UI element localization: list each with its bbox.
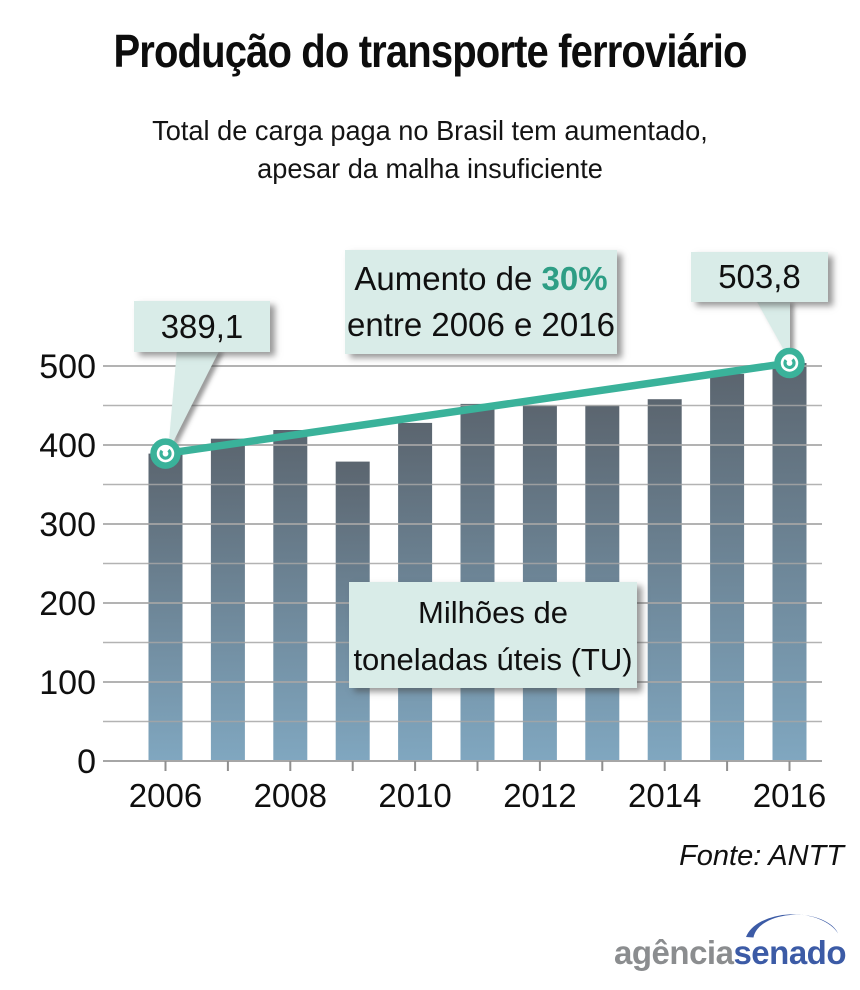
trend-line [161,359,794,458]
logo-text-senado: senado [733,934,846,971]
axis-labels-group: 0 100 200 300 400 500 2006 2008 2010 2012 2014 2016 [39,348,826,814]
trend-line-group [150,347,805,469]
bar-2006 [148,453,183,761]
increase-percent: 30% [541,260,608,297]
callout-start-value: 389,1 [134,301,270,352]
callout-unit: Milhões de toneladas úteis (TU) [349,582,637,688]
callout-pointer-start [168,349,220,452]
unit-line-2: toneladas úteis (TU) [353,641,633,677]
bar-2015 [710,373,745,761]
y-label-300: 300 [39,506,96,544]
trend-marker-start [150,438,181,469]
page-subtitle: Total de carga paga no Brasil tem aument… [13,112,847,187]
increase-prefix: Aumento de [354,260,542,297]
senado-dome-icon [746,914,838,938]
y-label-0: 0 [77,743,96,781]
x-label-2012: 2012 [503,777,576,814]
x-label-2006: 2006 [129,777,202,814]
y-label-100: 100 [39,664,96,702]
unit-line-1: Milhões de [418,595,568,630]
axis-group [164,761,791,771]
subtitle-line-2: apesar da malha insuficiente [257,152,603,184]
callout-end-value: 503,8 [691,252,828,302]
subtitle-line-1: Total de carga paga no Brasil tem aument… [152,115,708,146]
trend-marker-end [774,347,805,379]
bar-2014 [647,399,682,761]
agencia-senado-logo: agênciasenado [614,934,846,972]
bar-2016 [772,363,807,761]
bar-2007 [210,438,245,761]
y-label-500: 500 [39,348,96,386]
x-label-2014: 2014 [628,777,701,814]
increase-line-1: Aumento de 30% [345,256,617,302]
source-credit: Fonte: ANTT [679,840,844,872]
increase-line-2: entre 2006 e 2016 [347,306,615,344]
y-label-400: 400 [39,427,96,465]
logo-text-agencia: agência [614,934,734,971]
callout-pointers-group [168,300,790,452]
x-label-2008: 2008 [254,777,327,814]
bars-group [148,363,807,761]
trend-marker-start-swirl [159,447,172,460]
page-title: Produção do transporte ferroviário [113,25,747,77]
callout-pointer-end [756,300,790,361]
x-label-2010: 2010 [378,777,451,814]
y-label-200: 200 [39,585,96,623]
bar-2008 [273,430,308,761]
callout-increase: Aumento de 30% entre 2006 e 2016 [345,250,617,354]
x-label-2016: 2016 [753,777,826,814]
